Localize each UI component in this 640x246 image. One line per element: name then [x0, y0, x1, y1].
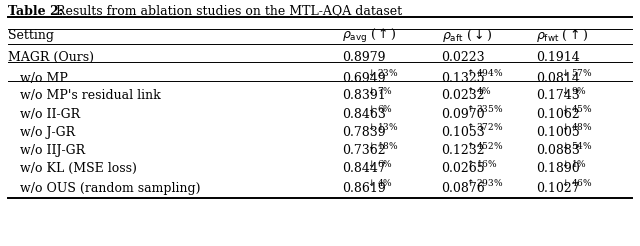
Text: $\uparrow$452%: $\uparrow$452%	[465, 140, 504, 151]
Text: 0.7362: 0.7362	[342, 144, 386, 157]
Text: $\downarrow$4%: $\downarrow$4%	[366, 177, 393, 188]
Text: MAGR (Ours): MAGR (Ours)	[8, 51, 93, 64]
Text: w/o J-GR: w/o J-GR	[20, 126, 76, 139]
Text: Results from ablation studies on the MTL-AQA dataset: Results from ablation studies on the MTL…	[52, 5, 403, 17]
Text: 0.0232: 0.0232	[442, 90, 485, 102]
Text: w/o MP: w/o MP	[20, 72, 68, 85]
Text: $\rho_{\mathrm{fwt}}$ ($\uparrow$): $\rho_{\mathrm{fwt}}$ ($\uparrow$)	[536, 27, 588, 44]
Text: 0.8391: 0.8391	[342, 90, 386, 102]
Text: 0.1325: 0.1325	[442, 72, 485, 85]
Text: 0.0814: 0.0814	[536, 72, 580, 85]
Text: 0.1053: 0.1053	[442, 126, 485, 139]
Text: 0.0265: 0.0265	[442, 162, 485, 175]
Text: 0.1914: 0.1914	[536, 51, 580, 64]
Text: $\downarrow$6%: $\downarrow$6%	[366, 158, 393, 169]
Text: 0.1027: 0.1027	[536, 182, 580, 195]
Text: w/o OUS (random sampling): w/o OUS (random sampling)	[20, 182, 201, 195]
Text: $\downarrow$46%: $\downarrow$46%	[560, 177, 593, 188]
Text: w/o MP's residual link: w/o MP's residual link	[20, 90, 161, 102]
Text: 0.0223: 0.0223	[442, 51, 485, 64]
Text: 0.0876: 0.0876	[442, 182, 485, 195]
Text: 0.8979: 0.8979	[342, 51, 386, 64]
Text: w/o II-GR: w/o II-GR	[20, 108, 81, 121]
Text: 0.8619: 0.8619	[342, 182, 386, 195]
Text: 0.0970: 0.0970	[442, 108, 485, 121]
Text: 0.7839: 0.7839	[342, 126, 386, 139]
Text: $\downarrow$18%: $\downarrow$18%	[366, 140, 399, 151]
Text: $\downarrow$48%: $\downarrow$48%	[560, 122, 593, 132]
Text: 0.1062: 0.1062	[536, 108, 580, 121]
Text: $\downarrow$23%: $\downarrow$23%	[366, 67, 399, 78]
Text: $\downarrow$6%: $\downarrow$6%	[366, 104, 393, 114]
Text: 0.1005: 0.1005	[536, 126, 580, 139]
Text: Table 2:: Table 2:	[8, 5, 63, 17]
Text: $\downarrow$7%: $\downarrow$7%	[366, 85, 393, 96]
Text: $\uparrow$293%: $\uparrow$293%	[465, 177, 504, 188]
Text: $\rho_{\mathrm{aft}}$ ($\downarrow$): $\rho_{\mathrm{aft}}$ ($\downarrow$)	[442, 27, 492, 44]
Text: $\downarrow$1%: $\downarrow$1%	[560, 158, 587, 169]
Text: 0.6949: 0.6949	[342, 72, 386, 85]
Text: $\uparrow$4%: $\uparrow$4%	[465, 85, 492, 96]
Text: w/o IIJ-GR: w/o IIJ-GR	[20, 144, 86, 157]
Text: 0.1232: 0.1232	[442, 144, 485, 157]
Text: Setting: Setting	[8, 29, 54, 42]
Text: $\downarrow$13%: $\downarrow$13%	[366, 122, 399, 132]
Text: $\downarrow$54%: $\downarrow$54%	[560, 140, 593, 151]
Text: w/o KL (MSE loss): w/o KL (MSE loss)	[20, 162, 138, 175]
Text: $\rho_{\mathrm{avg}}$ ($\uparrow$): $\rho_{\mathrm{avg}}$ ($\uparrow$)	[342, 27, 397, 45]
Text: $\uparrow$335%: $\uparrow$335%	[465, 104, 504, 114]
Text: $\uparrow$494%: $\uparrow$494%	[465, 67, 504, 78]
Text: $\uparrow$16%: $\uparrow$16%	[465, 158, 498, 169]
Text: 0.0883: 0.0883	[536, 144, 580, 157]
Text: $\downarrow$57%: $\downarrow$57%	[560, 67, 593, 78]
Text: $\downarrow$45%: $\downarrow$45%	[560, 104, 593, 114]
Text: 0.1743: 0.1743	[536, 90, 580, 102]
Text: $\uparrow$372%: $\uparrow$372%	[465, 122, 504, 132]
Text: $\downarrow$9%: $\downarrow$9%	[560, 85, 587, 96]
Text: 0.8447: 0.8447	[342, 162, 386, 175]
Text: 0.8463: 0.8463	[342, 108, 387, 121]
Text: 0.1890: 0.1890	[536, 162, 580, 175]
